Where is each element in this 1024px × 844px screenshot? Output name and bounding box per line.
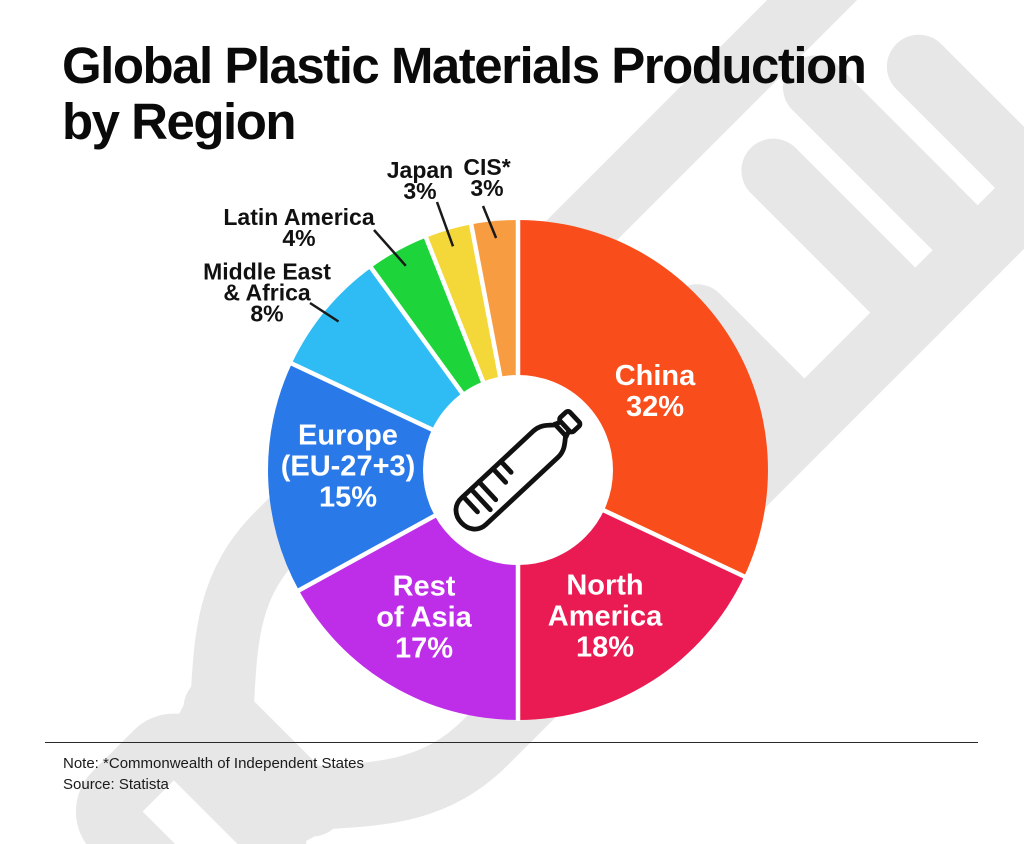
- donut-hole: [423, 375, 613, 565]
- footer-divider: [45, 742, 978, 743]
- footnote: Note: *Commonwealth of Independent State…: [63, 755, 365, 772]
- slice-europe-eu-27-3: [268, 363, 518, 591]
- leader-line-cis: [481, 205, 498, 239]
- slice-label-rest-of-asia: Rest of Asia 17%: [376, 570, 472, 665]
- slice-label-china: China 32%: [614, 360, 696, 423]
- leader-line-japan: [435, 201, 455, 247]
- page-title: Global Plastic Materials Production by R…: [62, 37, 867, 150]
- leader-line-middle-east-africa: [309, 301, 340, 323]
- source-credit: Source: Statista: [63, 776, 169, 793]
- page-title-line2: by Region: [62, 93, 297, 150]
- slice-label-cis: CIS* 3%: [463, 154, 511, 201]
- leader-line-latin-america: [373, 229, 407, 267]
- slice-label-north-america: North America 18%: [547, 569, 663, 664]
- slice-label-middle-east-africa: Middle East & Africa 8%: [203, 258, 331, 327]
- slice-label-latin-america: Latin America 4%: [223, 204, 375, 251]
- slice-label-japan: Japan 3%: [386, 157, 454, 204]
- page-title-line1: Global Plastic Materials Production: [62, 37, 867, 94]
- slice-label-europe-eu-27-3: Europe (EU-27+3) 15%: [280, 419, 416, 514]
